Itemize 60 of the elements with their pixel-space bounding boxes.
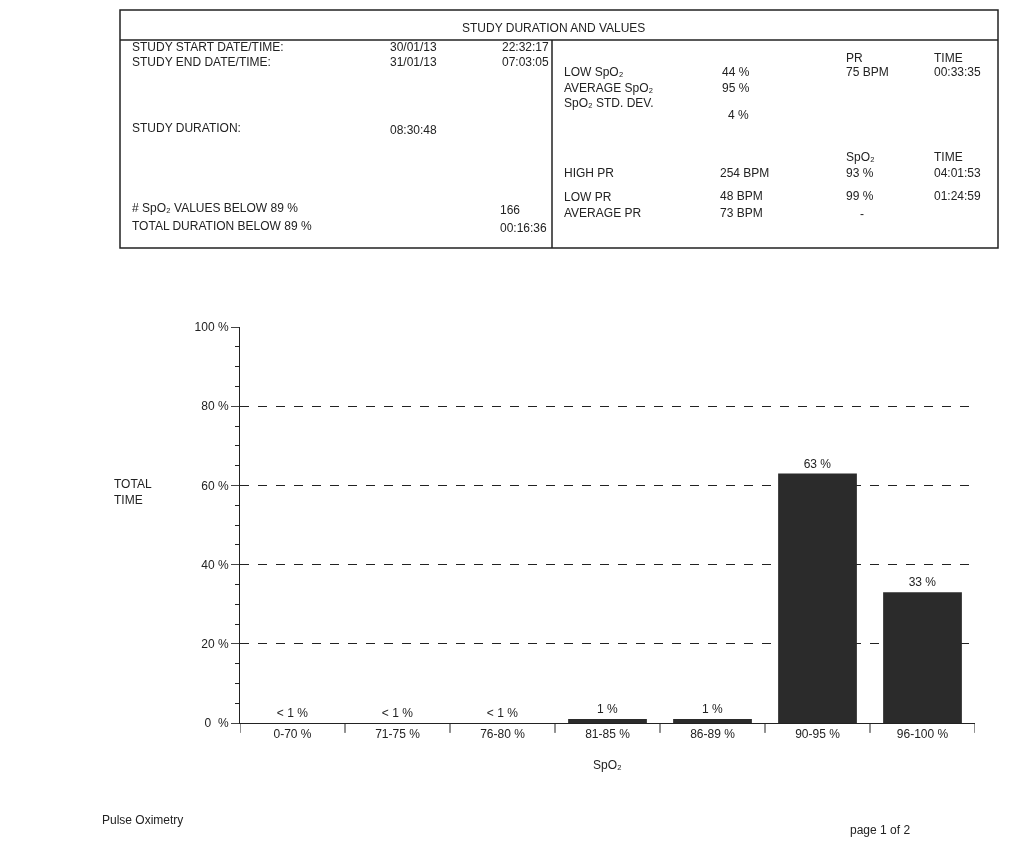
text: 95 % [722,81,750,95]
x-tick-label: 86-89 % [690,727,736,742]
text: 44 % [722,65,750,79]
data-label: 63 % [803,456,832,471]
text: 93 % [846,166,874,180]
text: TIME [934,51,963,65]
data-label: 33 % [908,575,937,590]
text: 01:24:59 [934,189,982,203]
text: # SpO₂ VALUES BELOW 89 % [132,201,299,215]
data-label: < 1 % [486,706,519,720]
x-tick-label: 76-80 % [480,727,526,742]
text: page 1 of 2 [850,823,911,837]
text: TOTAL DURATION BELOW 89 % [132,219,312,233]
x-axis-title: SpO₂ [593,758,623,772]
text: 00:16:36 [500,221,548,235]
text: TIME [934,150,963,164]
text: AVERAGE PR [564,206,642,220]
text: LOW PR [564,190,612,204]
x-tick-label: 0-70 % [273,727,312,742]
text: 07:03:05 [502,55,550,69]
text: LOW SpO₂ [564,65,624,79]
text: SpO₂ STD. DEV. [564,96,654,110]
text: 99 % [846,189,874,203]
text: STUDY START DATE/TIME: [132,40,284,54]
text: 04:01:53 [934,166,982,180]
text: STUDY DURATION: [132,121,241,135]
text: 31/01/13 [390,55,438,69]
text: PR [846,51,863,65]
text: 08:30:48 [390,123,438,137]
data-label: 1 % [597,702,619,717]
y-tick-label: 60 % [201,478,229,493]
text: 73 BPM [720,206,763,220]
text: 254 BPM [720,166,770,180]
text: - [860,207,864,221]
y-tick-label: 80 % [201,399,229,414]
text: 4 % [728,108,750,122]
y-tick-label: 40 % [201,557,229,572]
text: 30/01/13 [390,40,438,54]
data-label: < 1 % [381,706,414,720]
text: STUDY DURATION AND VALUES [462,21,646,35]
data-label: 1 % [702,702,724,717]
text: 48 BPM [720,189,763,203]
data-label: < 1 % [276,706,309,720]
text: 00:33:35 [934,65,982,79]
x-tick-label: 96-100 % [896,727,949,742]
text: 166 [500,203,521,217]
y-tick-label: 0 % [204,716,229,731]
x-tick-label: 90-95 % [795,727,841,742]
text: Pulse Oximetry [102,813,184,827]
y-tick-label: 100 % [194,320,229,335]
text: 75 BPM [846,65,889,79]
text: 22:32:17 [502,40,550,54]
text: STUDY END DATE/TIME: [132,55,271,69]
text: SpO₂ [846,150,876,164]
x-tick-label: 81-85 % [585,727,631,742]
x-tick-label: 71-75 % [375,727,421,742]
text: HIGH PR [564,166,615,180]
text: AVERAGE SpO₂ [564,81,654,95]
y-tick-label: 20 % [201,637,229,651]
y-axis-title: TOTAL TIME [114,477,152,507]
